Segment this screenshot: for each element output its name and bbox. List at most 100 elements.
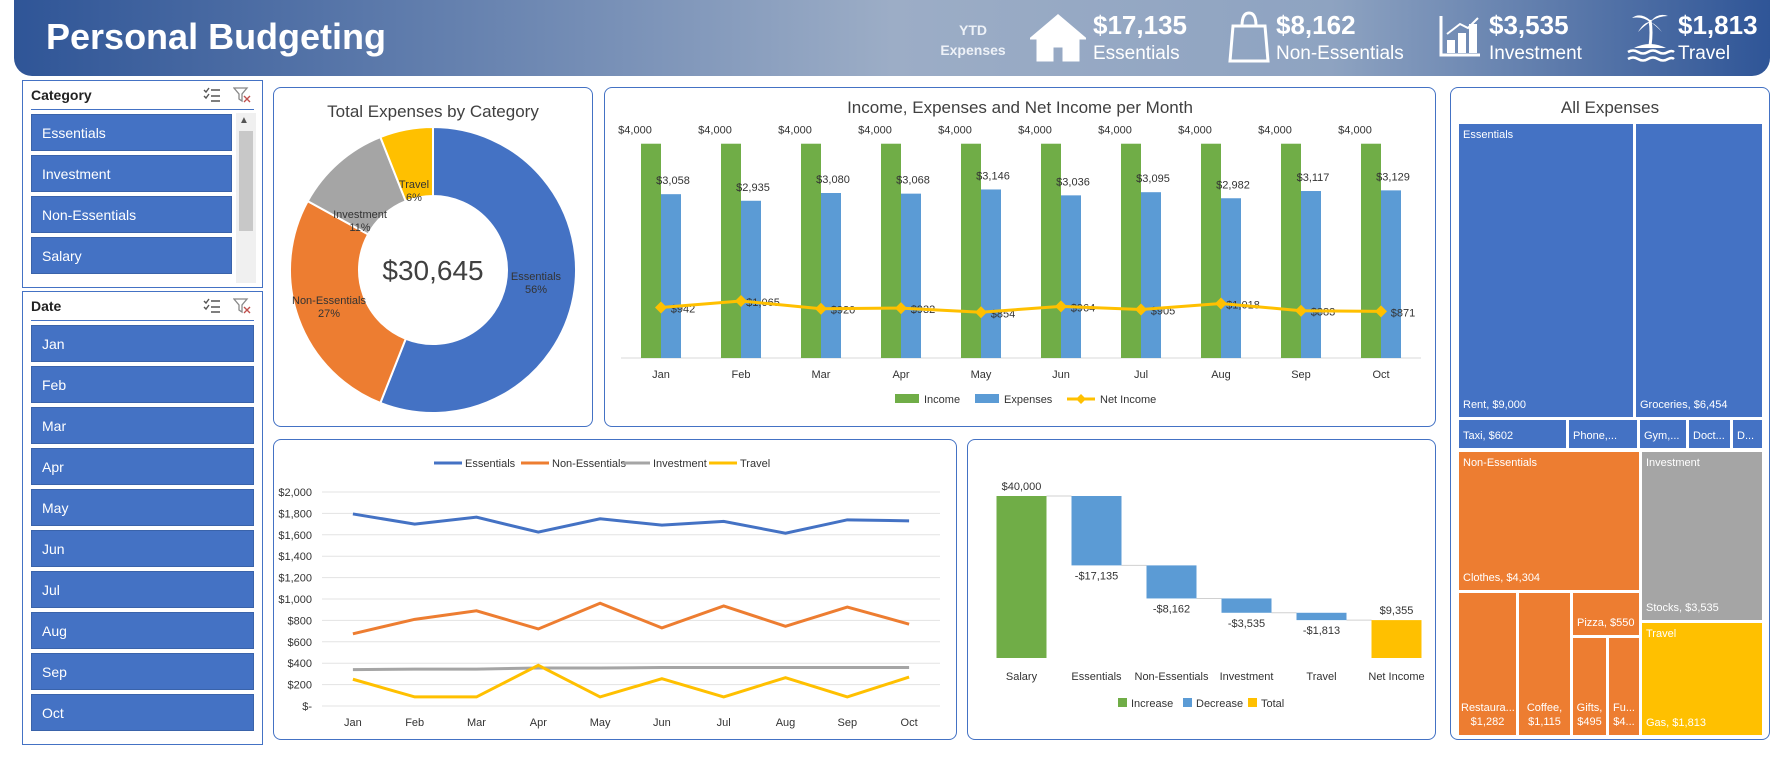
clear-filter-icon[interactable] <box>233 298 251 314</box>
treemap-tile-phone: Phone,... <box>1568 419 1638 449</box>
income-bar <box>1281 143 1301 358</box>
kpi-essentials-label: Essentials <box>1093 43 1180 64</box>
treemap-tile-coffee-1-115: Coffee, $1,115 <box>1518 592 1571 736</box>
monthly-x-tick: Jan <box>652 369 670 381</box>
line-series-essentials <box>352 512 910 535</box>
treemap-group-travel: Travel <box>1646 628 1677 640</box>
line-x-tick: Sep <box>838 717 858 729</box>
kpi-essentials-value: $17,135 <box>1093 10 1187 40</box>
date-option-sep[interactable]: Sep <box>31 653 254 690</box>
income-data-label: $4,000 <box>1178 125 1212 137</box>
line-y-tick: $1,200 <box>278 573 312 585</box>
income-data-label: $4,000 <box>1338 125 1372 137</box>
date-option-jul[interactable]: Jul <box>31 571 254 608</box>
date-slicer-divider <box>31 320 254 321</box>
expense-data-label: $3,117 <box>1297 172 1330 184</box>
treemap-tile-label: Pizza, $550 <box>1577 617 1635 629</box>
palm-island-icon <box>1627 14 1675 62</box>
net-income-marker <box>1295 304 1307 317</box>
monthly-title: Income, Expenses and Net Income per Mont… <box>847 98 1193 117</box>
waterfall-bar-essentials <box>1071 496 1122 566</box>
waterfall-x-tick: Net Income <box>1368 671 1424 683</box>
category-option-investment[interactable]: Investment <box>31 155 232 192</box>
kpi-travel-label: Travel <box>1678 43 1731 64</box>
treemap-tile-fu-4: Fu... $4... <box>1608 637 1640 736</box>
income-data-label: $4,000 <box>1018 125 1052 137</box>
monthly-x-tick: Jun <box>1052 369 1070 381</box>
income-bar <box>801 143 821 358</box>
kpi-nonessentials-value: $8,162 <box>1276 10 1356 40</box>
waterfall-x-tick: Investment <box>1220 671 1274 683</box>
line-y-tick: $600 <box>288 637 312 649</box>
treemap-tile-label: Restaura... $1,282 <box>1461 702 1515 728</box>
income-data-label: $4,000 <box>778 125 812 137</box>
legend-income-label: Income <box>924 394 960 406</box>
category-option-essentials[interactable]: Essentials <box>31 114 232 151</box>
donut-label-travel: Travel <box>399 179 429 191</box>
treemap-tile-label: Coffee, $1,115 <box>1526 702 1563 728</box>
expense-bar <box>1301 191 1321 358</box>
treemap-tile-label: Fu... $4... <box>1612 702 1635 728</box>
waterfall-chart: $40,000 Salary -$17,135 Essentials -$8,162 No… <box>996 481 1425 710</box>
scroll-thumb[interactable] <box>239 131 253 231</box>
clear-filter-icon[interactable] <box>233 87 251 103</box>
monthly-x-tick: Sep <box>1291 369 1311 381</box>
treemap-group-essentials: Essentials <box>1463 129 1514 141</box>
treemap-tile-gifts-495: Gifts, $495 <box>1572 637 1607 736</box>
treemap-tile-pizza-550: Pizza, $550 <box>1572 592 1640 636</box>
ytd-label-line1: YTD <box>959 22 987 38</box>
bar-growth-icon <box>1439 16 1480 57</box>
net-income-marker <box>1135 303 1147 316</box>
net-income-marker <box>1375 305 1387 318</box>
header-banner <box>14 0 1770 76</box>
line-series-non-essentials <box>352 601 910 636</box>
date-option-jan[interactable]: Jan <box>31 325 254 362</box>
legend-expenses-label: Expenses <box>1004 394 1053 406</box>
scroll-up-icon[interactable]: ▲ <box>239 115 249 126</box>
net-income-marker <box>815 302 827 315</box>
donut-panel: Total Expenses by Category Essentials 56%… <box>273 87 593 427</box>
date-option-apr[interactable]: Apr <box>31 448 254 485</box>
date-option-aug[interactable]: Aug <box>31 612 254 649</box>
net-income-data-label: $920 <box>831 305 855 317</box>
net-income-marker <box>975 306 987 319</box>
category-option-non-essentials[interactable]: Non-Essentials <box>31 196 232 233</box>
treemap-tile-rent-9-000: Rent, $9,000 <box>1458 123 1634 418</box>
expense-data-label: $2,935 <box>736 182 770 194</box>
date-option-jun[interactable]: Jun <box>31 530 254 567</box>
monthly-chart: $4,000$3,058Jan$942$4,000$2,935Feb$1,065… <box>618 125 1421 406</box>
date-option-may[interactable]: May <box>31 489 254 526</box>
line-x-tick: Jan <box>344 717 362 729</box>
treemap-tile-gas-1-813: Gas, $1,813 <box>1641 622 1763 736</box>
category-option-salary[interactable]: Salary <box>31 237 232 274</box>
waterfall-bar-travel <box>1296 612 1347 621</box>
monthly-x-tick: Mar <box>812 369 831 381</box>
line-y-tick: $200 <box>288 680 312 692</box>
expense-bar <box>821 193 841 358</box>
date-option-feb[interactable]: Feb <box>31 366 254 403</box>
date-option-mar[interactable]: Mar <box>31 407 254 444</box>
income-data-label: $4,000 <box>1258 125 1292 137</box>
waterfall-data-label: -$3,535 <box>1228 618 1265 630</box>
treemap-tile-taxi-602: Taxi, $602 <box>1458 419 1567 449</box>
multi-select-icon[interactable] <box>203 298 221 314</box>
legend-net-income-label: Net Income <box>1100 394 1156 406</box>
legend-non-essentials-label: Non-Essentials <box>552 458 626 470</box>
income-bar <box>1361 143 1381 358</box>
house-icon <box>1030 14 1086 62</box>
waterfall-bar-net-income <box>1371 620 1422 658</box>
category-slicer-divider <box>31 109 254 110</box>
income-bar <box>961 143 981 358</box>
expense-data-label: $3,080 <box>816 174 850 186</box>
income-data-label: $4,000 <box>858 125 892 137</box>
waterfall-x-tick: Salary <box>1006 671 1038 683</box>
legend-essentials-label: Essentials <box>465 458 516 470</box>
multi-select-icon[interactable] <box>203 87 221 103</box>
treemap-tile-label: Gym,... <box>1644 430 1680 442</box>
waterfall-data-label: -$1,813 <box>1303 625 1340 637</box>
category-scrollbar[interactable]: ▲ <box>236 113 256 283</box>
kpi-travel-value: $1,813 <box>1678 10 1758 40</box>
category-slicer-title: Category <box>31 87 92 103</box>
treemap-tile-gym: Gym,... <box>1639 419 1687 449</box>
date-option-oct[interactable]: Oct <box>31 694 254 731</box>
